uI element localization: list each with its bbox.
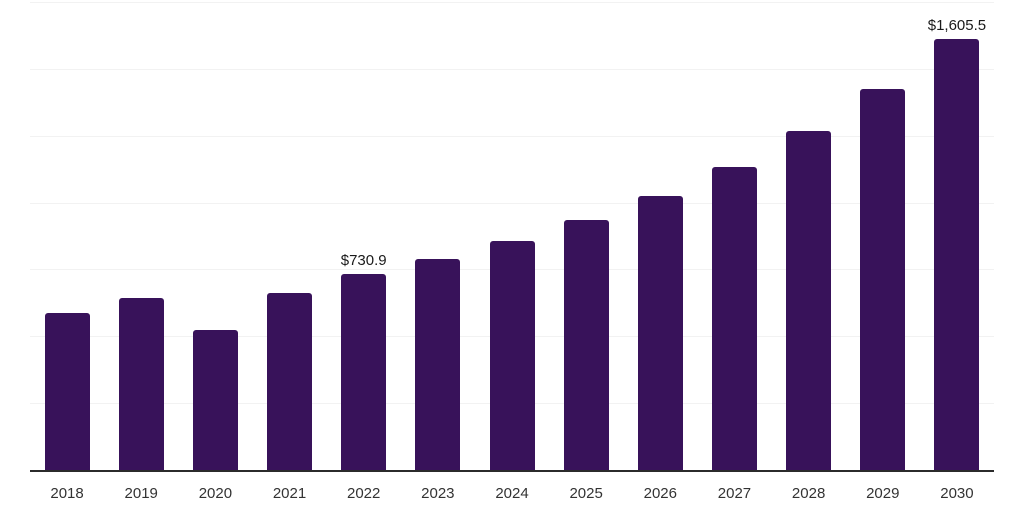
gridline (30, 202, 994, 204)
x-tick-2022: 2022 (347, 485, 381, 502)
x-tick-2023: 2023 (421, 485, 455, 502)
x-tick-2030: 2030 (940, 485, 974, 502)
bar-2022 (341, 273, 387, 470)
data-label-2022: $730.9 (340, 251, 387, 269)
gridline (30, 135, 994, 137)
x-tick-2019: 2019 (124, 485, 158, 502)
x-tick-2020: 2020 (198, 485, 233, 502)
bar-2025 (563, 220, 609, 470)
gridline (30, 68, 994, 70)
x-tick-2026: 2026 (643, 485, 677, 502)
bar-2020 (192, 330, 238, 470)
x-tick-2021: 2021 (272, 485, 307, 502)
bar-2019 (118, 298, 164, 470)
bar-2018 (44, 313, 90, 470)
x-tick-2028: 2028 (791, 485, 826, 502)
bar-2028 (786, 131, 832, 470)
bar-2030 (934, 39, 980, 470)
gridline (30, 2, 994, 3)
x-tick-2025: 2025 (569, 485, 603, 502)
bar-2024 (489, 240, 535, 470)
bar-2027 (711, 166, 757, 470)
bar-2021 (267, 292, 313, 470)
bar-2029 (860, 88, 906, 470)
x-tick-2029: 2029 (866, 485, 900, 502)
x-tick-2027: 2027 (717, 485, 752, 502)
bar-2023 (415, 258, 461, 470)
data-label-2030: $1,605.5 (927, 17, 987, 35)
bar-2026 (637, 195, 683, 470)
x-tick-2018: 2018 (50, 485, 84, 502)
x-tick-2024: 2024 (495, 485, 529, 502)
x-axis-line (30, 470, 994, 472)
